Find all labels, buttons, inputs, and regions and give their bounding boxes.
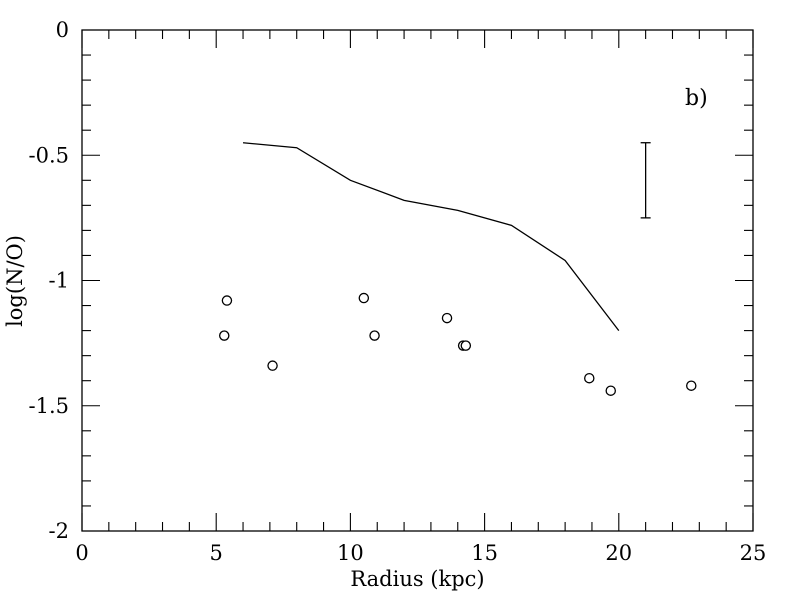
x-tick-label: 25 [740, 541, 767, 565]
data-point [221, 295, 233, 306]
x-tick-label: 0 [75, 541, 88, 565]
data-point [369, 330, 380, 341]
data-point [584, 372, 595, 384]
data-point [358, 292, 370, 304]
y-tick-label: -2 [49, 519, 69, 543]
x-axis-title: Radius (kpc) [350, 567, 484, 591]
model-gradient-line [242, 142, 620, 331]
data-point [686, 380, 697, 391]
y-tick-label: -1 [49, 269, 69, 293]
data-point [460, 340, 472, 351]
y-tick-label: 0 [56, 18, 69, 42]
y-axis-title: log(N/O) [3, 235, 27, 327]
plot-frame [81, 29, 754, 532]
data-point [441, 312, 453, 324]
x-tick-label: 5 [210, 541, 223, 565]
data-point [605, 385, 616, 396]
panel-label: b) [685, 86, 708, 111]
x-tick-label: 20 [605, 541, 632, 565]
y-tick-label: -0.5 [29, 143, 70, 167]
x-tick-label: 10 [337, 541, 364, 565]
data-point [267, 360, 278, 371]
series-layer [219, 142, 697, 396]
y-tick-label: -1.5 [29, 394, 70, 418]
data-point [219, 330, 230, 341]
x-tick-label: 15 [471, 541, 498, 565]
tick-labels: 0 5 10 15 20 25 0 -0.5 -1 -1.5 -2 [29, 18, 767, 565]
axis-ticks [81, 29, 754, 532]
